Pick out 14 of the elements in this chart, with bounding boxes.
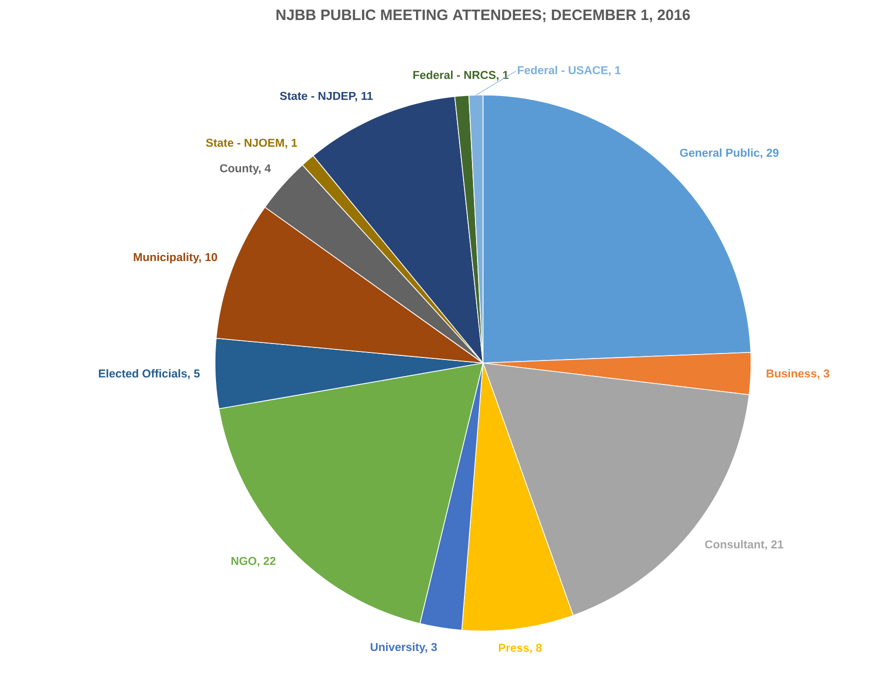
slice-label: Consultant, 21 <box>705 540 784 550</box>
slice-label: State - NJDEP, 11 <box>280 92 373 102</box>
slice-label: NGO, 22 <box>231 556 276 567</box>
slice-label: Municipality, 10 <box>134 252 218 264</box>
slice-label: State - NJOEM, 1 <box>206 138 298 148</box>
slice-label: University, 3 <box>370 642 437 654</box>
slice-label: Federal - NRCS, 1 <box>413 70 508 81</box>
chart-title: NJBB PUBLIC MEETING ATTENDEES; DECEMBER 1, 2016 <box>276 10 690 22</box>
slice-label: County, 4 <box>220 164 271 175</box>
slice-label: Press, 8 <box>498 644 542 654</box>
slice-label: Federal - USACE, 1 <box>518 66 621 76</box>
slice-label: General Public, 29 <box>680 148 779 158</box>
slice-label: Elected Officials, 5 <box>98 369 200 380</box>
slice-label: Business, 3 <box>766 369 830 380</box>
